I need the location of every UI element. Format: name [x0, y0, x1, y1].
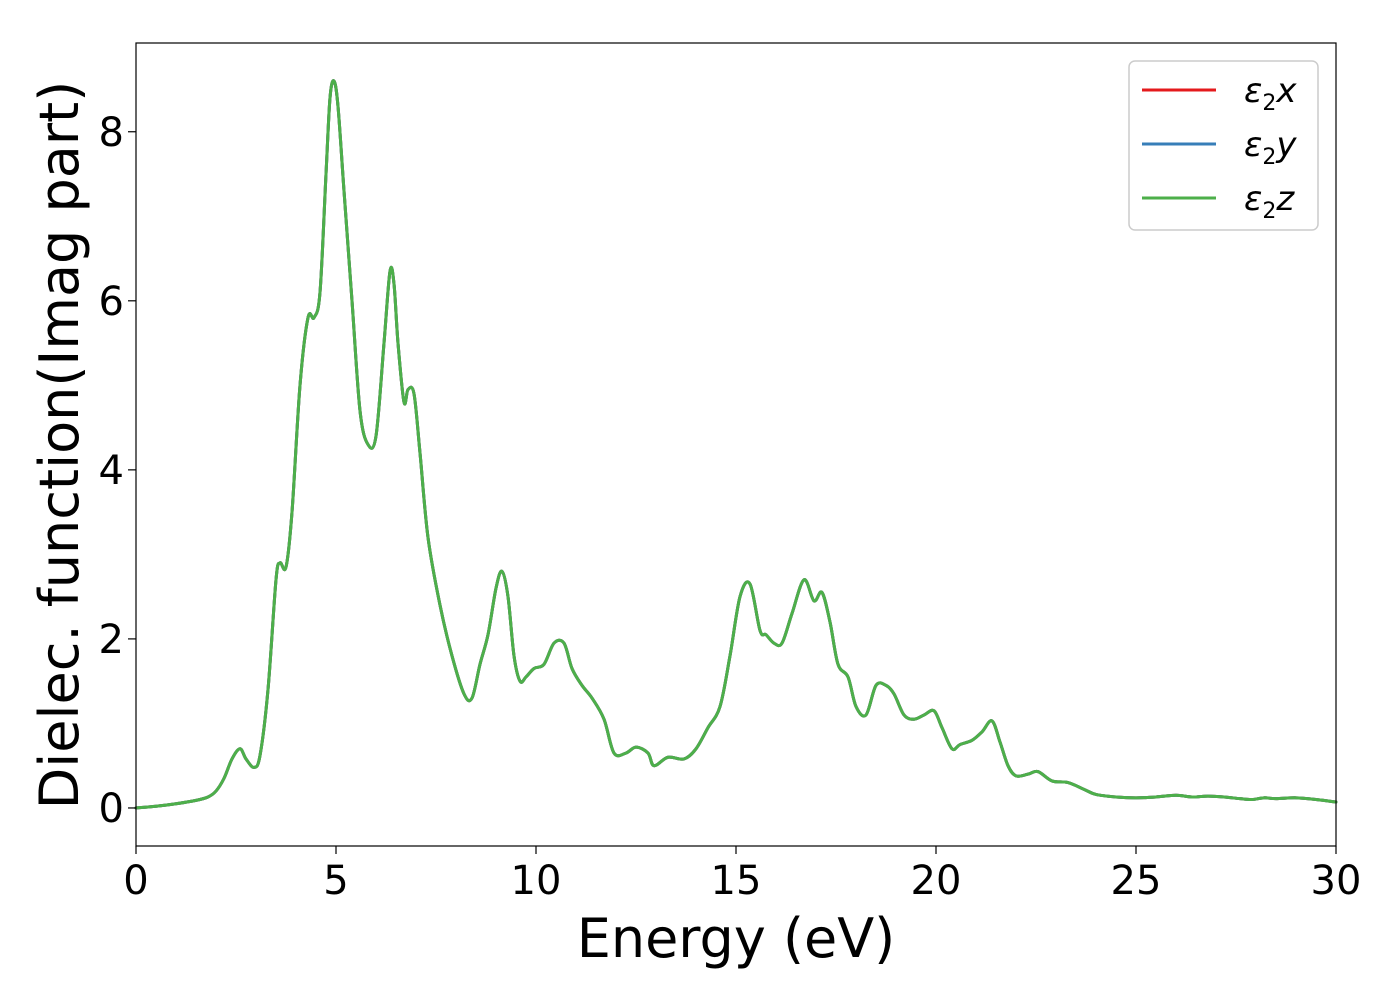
legend-label: ε2y	[1244, 125, 1297, 170]
legend-entry-3: ε2z	[1142, 179, 1295, 224]
legend-entry-2: ε2y	[1142, 125, 1297, 170]
y-axis-label: Dielec. function(Imag part)	[28, 81, 91, 810]
series-line-3	[134, 79, 1338, 810]
y-tick-label: 4	[99, 448, 124, 494]
x-tick-label: 25	[1111, 858, 1162, 904]
y-tick-label: 8	[99, 110, 124, 156]
legend-entry-1: ε2x	[1142, 71, 1297, 116]
legend-box	[1128, 60, 1319, 231]
x-axis-ticks: 0 5 10 15 20 25 30	[123, 846, 1361, 904]
x-tick-label: 10	[511, 858, 562, 904]
y-tick-label: 0	[99, 786, 124, 832]
y-tick-label: 6	[99, 279, 124, 325]
legend: ε2x ε2y ε2z	[1128, 60, 1319, 231]
legend-label: ε2z	[1244, 179, 1295, 224]
x-tick-label: 30	[1311, 858, 1362, 904]
x-axis-label: Energy (eV)	[577, 907, 896, 970]
x-tick-label: 0	[123, 858, 148, 904]
x-tick-label: 20	[911, 858, 962, 904]
series-layer	[134, 79, 1338, 810]
x-tick-label: 15	[711, 858, 762, 904]
y-axis-ticks: 0 2 4 6 8	[99, 110, 136, 832]
x-tick-label: 5	[323, 858, 348, 904]
y-tick-label: 2	[99, 617, 124, 663]
legend-entries: ε2x ε2y ε2z	[1142, 71, 1297, 224]
legend-label: ε2x	[1244, 71, 1297, 116]
